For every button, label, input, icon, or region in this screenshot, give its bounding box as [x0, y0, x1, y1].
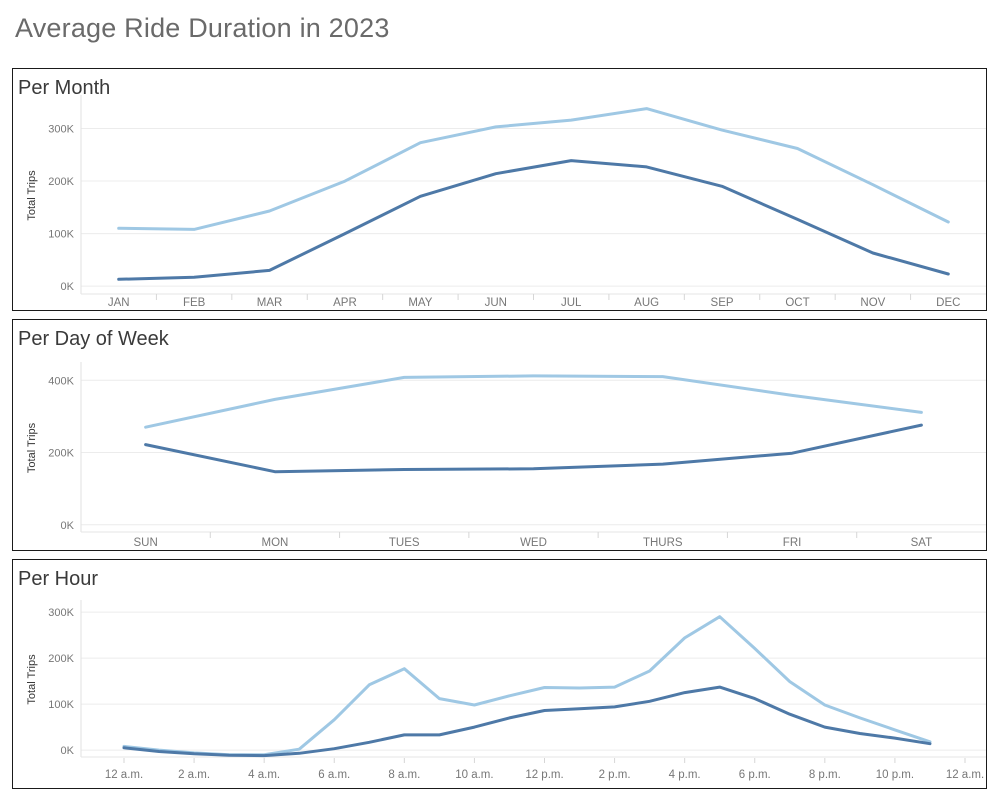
gridlines — [81, 128, 986, 287]
x-tick-label: 6 p.m. — [739, 769, 771, 781]
chart-panel-per-month: Per Month 0K 100K 200K 300K Total Trips JAN FE… — [12, 68, 987, 311]
y-axis-title: Total Trips — [26, 422, 38, 473]
chart-per-hour: 0K 100K 200K 300K Total Trips 12 a.m. 2 a.m. 4 … — [26, 600, 986, 781]
x-tick-label: THURS — [643, 537, 683, 549]
series-line-dark — [122, 685, 932, 758]
x-tick-label: JUL — [561, 297, 582, 309]
y-tick-label: 0K — [61, 745, 75, 757]
x-tick-label: JUN — [485, 297, 507, 309]
x-tick-label: 10 a.m. — [455, 769, 493, 781]
x-tick-label: 2 a.m. — [178, 769, 210, 781]
series-line-dark — [144, 423, 923, 474]
x-tick-label: JAN — [108, 297, 130, 309]
series-line-dark — [117, 159, 950, 281]
x-tick-label: 4 p.m. — [669, 769, 701, 781]
y-tick-label: 400K — [48, 375, 74, 387]
panel-title-per-month: Per Month — [18, 77, 111, 99]
x-tick-label: FRI — [783, 537, 802, 549]
x-tick-label: 6 a.m. — [318, 769, 350, 781]
chart-per-day-of-week: 0K 200K 400K Total Trips SUN MON TUES WED THURS F… — [26, 362, 986, 549]
y-tick-label: 200K — [48, 653, 74, 665]
y-tick-label: 0K — [61, 281, 75, 293]
x-tick-label: 12 p.m. — [525, 769, 563, 781]
panel-title-per-hour: Per Hour — [18, 568, 99, 590]
chart-per-month: 0K 100K 200K 300K Total Trips JAN FEB MAR APR MAY… — [26, 95, 986, 309]
x-tick-label: 12 a.m. — [946, 769, 984, 781]
x-tick-label: 8 p.m. — [809, 769, 841, 781]
x-tick-label: FEB — [183, 297, 206, 309]
x-tick-label: APR — [333, 297, 357, 309]
x-tick-label: WED — [520, 537, 547, 549]
y-tick-label: 200K — [48, 448, 74, 460]
x-tick-label: OCT — [785, 297, 809, 309]
panel-title-per-day-of-week: Per Day of Week — [18, 328, 169, 350]
y-tick-label: 0K — [61, 520, 75, 532]
series-line-light — [122, 615, 932, 757]
x-tick-label: 12 a.m. — [105, 769, 143, 781]
series-line-light — [117, 107, 950, 231]
y-axis-title: Total Trips — [26, 654, 38, 705]
x-tick-label: 8 a.m. — [388, 769, 420, 781]
y-tick-label: 300K — [48, 124, 74, 136]
x-tick-label: 10 p.m. — [876, 769, 914, 781]
x-tick-label: MAR — [257, 297, 283, 309]
x-tick-label: AUG — [634, 297, 659, 309]
y-tick-label: 300K — [48, 607, 74, 619]
chart-panel-per-hour: Per Hour 0K 100K 200K 300K Total Trips 12 a.m… — [12, 559, 987, 789]
series-line-light — [144, 374, 923, 429]
y-tick-label: 200K — [48, 176, 74, 188]
x-tick-label: 4 a.m. — [248, 769, 280, 781]
x-tick-label: NOV — [860, 297, 885, 309]
x-tick-label: TUES — [389, 537, 420, 549]
x-tick-label: DEC — [936, 297, 960, 309]
x-tick-label: 2 p.m. — [599, 769, 631, 781]
x-tick-label: SEP — [711, 297, 734, 309]
x-tick-label: SUN — [134, 537, 158, 549]
y-axis-title: Total Trips — [26, 170, 38, 221]
x-tick-label: MAY — [408, 297, 432, 309]
y-tick-label: 100K — [48, 229, 74, 241]
y-tick-label: 100K — [48, 699, 74, 711]
gridlines — [81, 611, 986, 751]
x-tick-label: MON — [262, 537, 289, 549]
gridlines — [81, 379, 986, 526]
page-title: Average Ride Duration in 2023 — [15, 13, 390, 43]
chart-panel-per-day-of-week: Per Day of Week 0K 200K 400K Total Trips SUN… — [12, 319, 987, 551]
x-tick-label: SAT — [911, 537, 933, 549]
